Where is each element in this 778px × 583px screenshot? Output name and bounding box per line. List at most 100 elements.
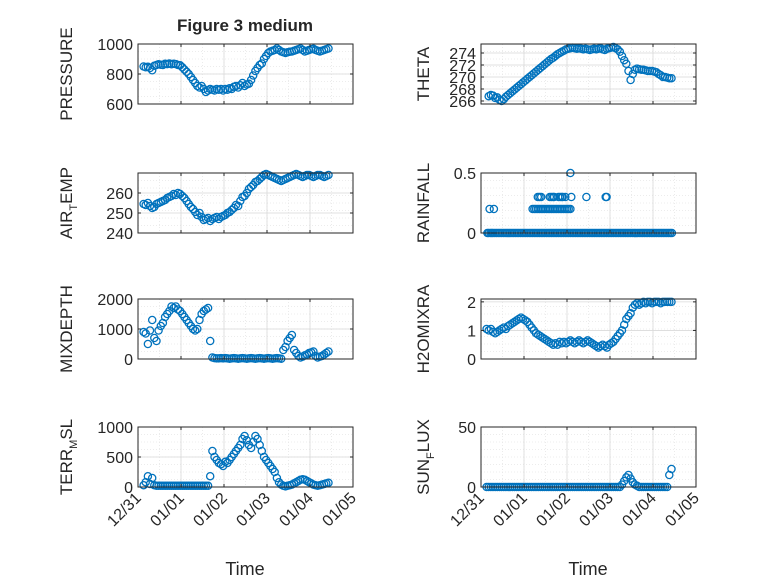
data-point bbox=[490, 329, 500, 338]
y-tick-label: 1 bbox=[467, 323, 476, 340]
data-point bbox=[175, 61, 185, 70]
data-point bbox=[233, 201, 243, 211]
data-point bbox=[617, 51, 627, 61]
data-point bbox=[582, 192, 591, 202]
data-point bbox=[607, 339, 616, 348]
y-tick-label: 250 bbox=[106, 206, 133, 223]
x-tick-label: 01/04 bbox=[619, 490, 659, 530]
data-point bbox=[645, 297, 655, 307]
data-point bbox=[203, 86, 213, 95]
data-point bbox=[246, 75, 256, 85]
data-point bbox=[193, 324, 202, 334]
data-point bbox=[667, 73, 676, 83]
y-tick-label: 268 bbox=[449, 82, 476, 99]
data-point bbox=[242, 188, 252, 198]
data-point bbox=[488, 91, 498, 100]
data-point bbox=[152, 336, 161, 346]
data-point bbox=[257, 59, 267, 68]
data-point bbox=[604, 340, 614, 349]
data-point bbox=[143, 471, 153, 481]
data-point bbox=[180, 65, 189, 74]
data-point bbox=[499, 94, 509, 104]
data-point bbox=[538, 333, 547, 342]
data-point bbox=[154, 326, 163, 335]
data-point bbox=[536, 192, 546, 202]
data-point bbox=[205, 471, 215, 481]
axes-box bbox=[137, 172, 354, 234]
data-point bbox=[193, 210, 202, 220]
data-point bbox=[190, 326, 200, 335]
data-point bbox=[617, 326, 627, 335]
y-tick-label: 0 bbox=[124, 480, 133, 497]
x-tick-label: 01/01 bbox=[147, 490, 187, 530]
axes-box bbox=[480, 172, 697, 234]
data-point bbox=[147, 315, 157, 325]
data-point bbox=[510, 317, 519, 327]
y-tick-label: 272 bbox=[449, 58, 476, 75]
y-tick-label: 0 bbox=[467, 226, 476, 243]
data-point bbox=[583, 336, 592, 345]
data-point bbox=[557, 192, 567, 202]
data-point bbox=[201, 305, 211, 314]
y-tick-label: 800 bbox=[106, 67, 133, 84]
y-axis-label: AIRTEMP bbox=[57, 167, 80, 239]
y-tick-label: 600 bbox=[106, 97, 133, 114]
x-tick-label: 01/02 bbox=[190, 490, 230, 530]
y-axis-label: H2OMIXRA bbox=[414, 284, 433, 373]
data-point bbox=[324, 170, 333, 180]
data-point bbox=[602, 192, 611, 202]
data-point bbox=[203, 481, 213, 491]
data-series bbox=[139, 302, 333, 363]
subplot-3: 240 250 260 AIRTEMP bbox=[57, 167, 354, 243]
y-axis-label: MIXDEPTH bbox=[57, 285, 76, 373]
data-point bbox=[667, 464, 676, 474]
data-point bbox=[324, 347, 333, 356]
x-tick-label: 01/01 bbox=[490, 490, 530, 530]
x-tick-label: 01/03 bbox=[233, 490, 273, 530]
data-point bbox=[587, 339, 597, 348]
data-point bbox=[622, 473, 631, 482]
data-point bbox=[182, 67, 191, 77]
figure-title: Figure 3 medium bbox=[177, 16, 313, 35]
data-point bbox=[598, 340, 607, 349]
data-point bbox=[216, 84, 226, 94]
axes-box bbox=[480, 298, 697, 360]
data-point bbox=[186, 202, 196, 212]
y-tick-label: 2 bbox=[467, 295, 476, 312]
data-point bbox=[195, 83, 204, 92]
x-tick-label: 01/04 bbox=[276, 490, 316, 530]
data-point bbox=[639, 297, 648, 307]
data-point bbox=[619, 320, 629, 329]
y-tick-label: 274 bbox=[449, 46, 476, 63]
data-point bbox=[294, 351, 303, 361]
data-point bbox=[322, 348, 331, 358]
x-tick-label: 01/02 bbox=[533, 490, 573, 530]
data-point bbox=[533, 330, 543, 339]
data-point bbox=[521, 316, 530, 325]
data-point bbox=[566, 204, 575, 214]
data-point bbox=[178, 63, 187, 72]
data-point bbox=[493, 327, 502, 337]
y-tick-label: 240 bbox=[106, 226, 133, 243]
data-point bbox=[272, 473, 282, 483]
data-point bbox=[287, 330, 297, 340]
data-point bbox=[615, 47, 625, 57]
data-point bbox=[311, 351, 320, 361]
data-point bbox=[205, 336, 215, 346]
data-point bbox=[613, 45, 622, 54]
data-point bbox=[585, 337, 595, 347]
y-tick-label: 50 bbox=[458, 420, 476, 437]
data-point bbox=[628, 69, 638, 79]
data-point bbox=[255, 60, 264, 70]
y-tick-label: 1000 bbox=[97, 322, 133, 339]
data-point bbox=[626, 309, 635, 318]
y-tick-label: 0 bbox=[467, 480, 476, 497]
data-point bbox=[324, 478, 333, 488]
data-point bbox=[542, 336, 552, 345]
data-point bbox=[188, 324, 198, 334]
data-point bbox=[505, 320, 515, 329]
data-point bbox=[497, 96, 506, 106]
